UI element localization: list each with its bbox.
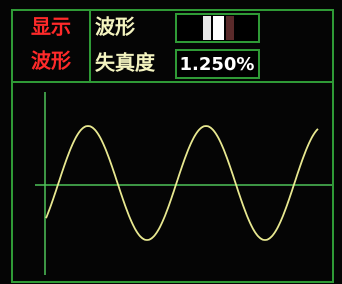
swatch <box>203 16 211 40</box>
mode-label: 显示 <box>31 15 71 39</box>
lcd-screen: 显示 波形 波形 失真度 1.250% <box>0 0 342 284</box>
mode-label: 波形 <box>31 49 71 73</box>
waveform-label: 波形 <box>95 15 135 39</box>
swatch <box>213 16 224 40</box>
distortion-label: 失真度 <box>95 51 156 75</box>
background <box>0 0 342 284</box>
swatch <box>226 16 234 40</box>
distortion-value: 1.250% <box>180 54 255 75</box>
